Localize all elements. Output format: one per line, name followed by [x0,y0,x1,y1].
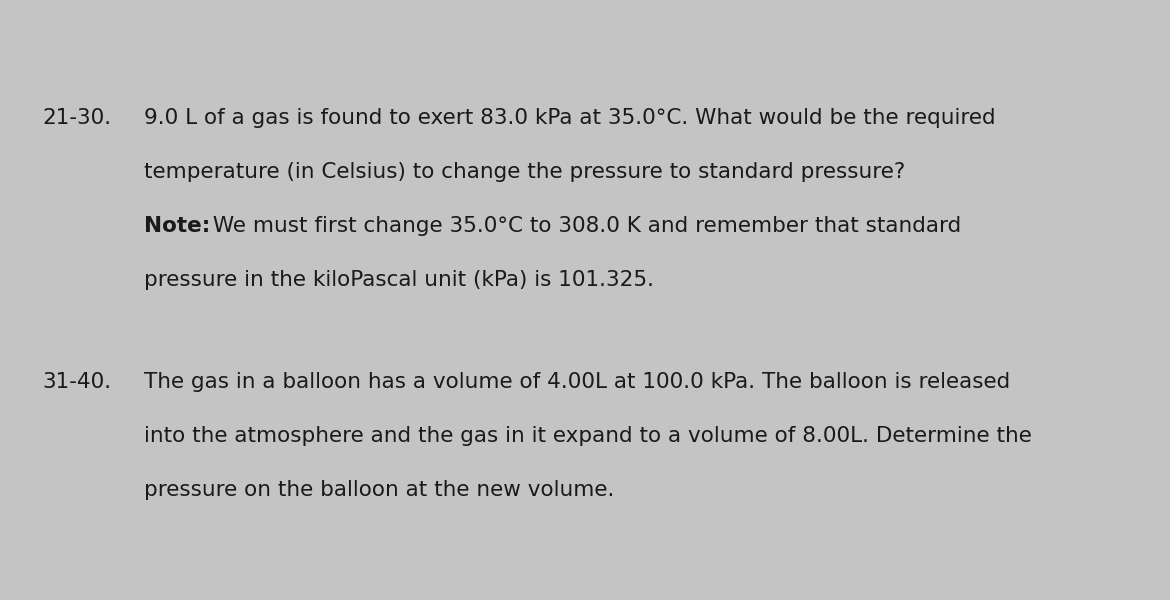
Text: Note:: Note: [144,216,211,236]
Text: 9.0 L of a gas is found to exert 83.0 kPa at 35.0°C. What would be the required: 9.0 L of a gas is found to exert 83.0 kP… [144,108,996,128]
Text: pressure on the balloon at the new volume.: pressure on the balloon at the new volum… [144,480,614,500]
Text: 21-30.: 21-30. [42,108,112,128]
Text: temperature (in Celsius) to change the pressure to standard pressure?: temperature (in Celsius) to change the p… [144,162,906,182]
Text: pressure in the kiloPascal unit (kPa) is 101.325.: pressure in the kiloPascal unit (kPa) is… [144,270,654,290]
Text: The gas in a balloon has a volume of 4.00L at 100.0 kPa. The balloon is released: The gas in a balloon has a volume of 4.0… [144,372,1010,392]
Text: into the atmosphere and the gas in it expand to a volume of 8.00L. Determine the: into the atmosphere and the gas in it ex… [144,426,1032,446]
Text: 31-40.: 31-40. [42,372,112,392]
Text: We must first change 35.0°C to 308.0 K and remember that standard: We must first change 35.0°C to 308.0 K a… [206,216,961,236]
